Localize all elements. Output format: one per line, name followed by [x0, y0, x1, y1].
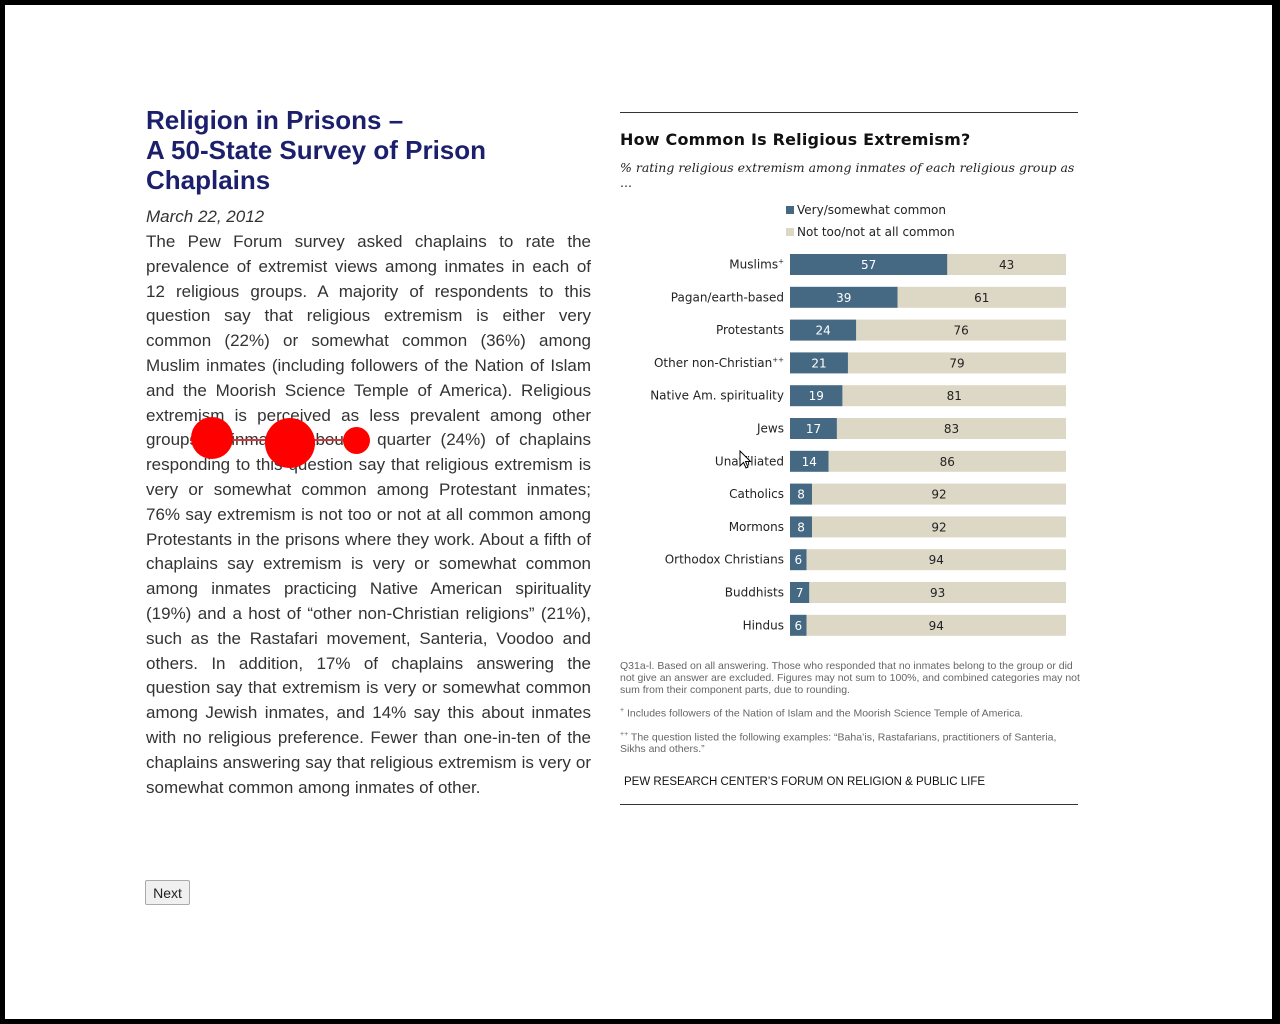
category-label: Catholics	[729, 487, 784, 501]
title-line-1: Religion in Prisons –	[146, 105, 404, 135]
bar-common	[790, 319, 857, 341]
bar-not-common	[836, 418, 1066, 439]
bar-common	[790, 549, 807, 571]
bar-common	[790, 450, 829, 472]
bar-common	[790, 286, 898, 308]
chart-legend: Very/somewhat common Not too/not at all …	[786, 199, 955, 243]
bar-not-common	[856, 319, 1066, 341]
data-label-not-common: 79	[949, 356, 964, 370]
data-label-common: 39	[836, 291, 851, 305]
bar-not-common	[897, 286, 1066, 308]
category-label: Protestants	[716, 323, 784, 337]
bar-not-common	[847, 352, 1066, 374]
data-label-not-common: 83	[944, 422, 959, 436]
note-double-plus-mark: ++	[620, 730, 629, 738]
category-label: Native Am. spirituality	[650, 389, 784, 403]
bar-common	[790, 352, 848, 374]
article-title: Religion in Prisons – A 50-State Survey …	[146, 105, 591, 195]
data-label-common: 21	[811, 356, 826, 370]
article: Religion in Prisons – A 50-State Survey …	[146, 105, 591, 800]
bar-not-common	[828, 450, 1066, 472]
bar-common	[790, 418, 837, 439]
data-label-not-common: 43	[999, 258, 1014, 272]
data-label-not-common: 86	[940, 455, 955, 469]
data-label-common: 14	[802, 455, 817, 469]
bar-not-common	[806, 614, 1066, 636]
legend-entry-common: Very/somewhat common	[786, 199, 955, 221]
bar-common	[790, 385, 843, 407]
legend-label-common: Very/somewhat common	[797, 203, 946, 217]
note-plus-mark: +	[620, 707, 625, 714]
title-line-3: Chaplains	[146, 165, 271, 195]
category-label: Buddhists	[725, 586, 784, 600]
bar-not-common	[812, 516, 1066, 538]
bar-common	[790, 614, 807, 636]
chart-title: How Common Is Religious Extremism?	[620, 130, 971, 149]
bar-not-common	[842, 385, 1066, 407]
annotation-dot-2	[265, 418, 315, 468]
legend-label-not-common: Not too/not at all common	[797, 225, 955, 239]
bar-not-common	[809, 582, 1066, 603]
mouse-cursor-icon	[739, 450, 752, 469]
data-label-common: 17	[806, 422, 821, 436]
data-label-not-common: 94	[929, 553, 944, 567]
chart-plot: Muslims+ 57 43 Pagan/earth-based 39 61 Protest…	[650, 254, 1066, 636]
category-label: Jews	[756, 422, 784, 436]
article-body: The Pew Forum survey asked chaplains to …	[146, 232, 591, 797]
legend-swatch-common	[786, 206, 794, 214]
data-label-common: 6	[794, 619, 802, 633]
data-label-common: 24	[815, 324, 830, 338]
annotation-dot-1	[191, 417, 233, 459]
category-label: Hindus	[743, 618, 784, 632]
bar-common	[790, 516, 813, 538]
chart-subtitle: % rating religious extremism among inmat…	[620, 160, 1075, 190]
article-date: March 22, 2012	[146, 207, 265, 226]
data-label-not-common: 93	[930, 586, 945, 600]
bar-not-common	[806, 549, 1066, 571]
bar-not-common	[947, 254, 1066, 275]
data-label-common: 7	[796, 586, 804, 600]
bar-common	[790, 254, 948, 275]
data-label-not-common: 81	[947, 389, 962, 403]
bar-common	[790, 582, 810, 603]
data-label-common: 57	[861, 258, 876, 272]
data-label-common: 8	[797, 520, 805, 534]
data-label-not-common: 76	[953, 324, 968, 338]
category-label: Orthodox Christians	[665, 553, 784, 567]
note-plus: + Includes followers of the Nation of Is…	[620, 705, 1080, 720]
annotation-dot-3	[343, 427, 370, 454]
bar-not-common	[812, 483, 1066, 505]
category-label: Other non-Christian++	[654, 356, 784, 370]
chart-source: PEW RESEARCH CENTER’S FORUM ON RELIGION …	[624, 776, 986, 788]
next-button[interactable]: Next	[145, 880, 190, 905]
legend-swatch-not-common	[786, 228, 794, 236]
title-line-2: A 50-State Survey of Prison	[146, 135, 487, 165]
data-label-not-common: 92	[931, 488, 946, 502]
note-main: Q31a-l. Based on all answering. Those wh…	[620, 660, 1080, 696]
page: Religion in Prisons – A 50-State Survey …	[5, 5, 1272, 1019]
data-label-common: 19	[809, 389, 824, 403]
data-label-not-common: 61	[974, 291, 989, 305]
bar-common	[790, 483, 813, 505]
category-label: Muslims+	[729, 258, 784, 272]
data-label-common: 6	[794, 553, 802, 567]
data-label-not-common: 94	[929, 619, 944, 633]
chart-notes: Q31a-l. Based on all answering. Those wh…	[620, 660, 1080, 764]
category-label: Mormons	[729, 520, 784, 534]
category-label: Pagan/earth-based	[671, 290, 784, 304]
data-label-not-common: 92	[931, 520, 946, 534]
data-label-common: 8	[797, 488, 805, 502]
legend-entry-not-common: Not too/not at all common	[786, 221, 955, 243]
note-double-plus-text: The question listed the following exampl…	[620, 731, 1057, 755]
chart-figure: How Common Is Religious Extremism? % rat…	[620, 112, 1080, 805]
note-plus-text: Includes followers of the Nation of Isla…	[627, 707, 1024, 720]
note-double-plus: ++ The question listed the following exa…	[620, 729, 1080, 756]
